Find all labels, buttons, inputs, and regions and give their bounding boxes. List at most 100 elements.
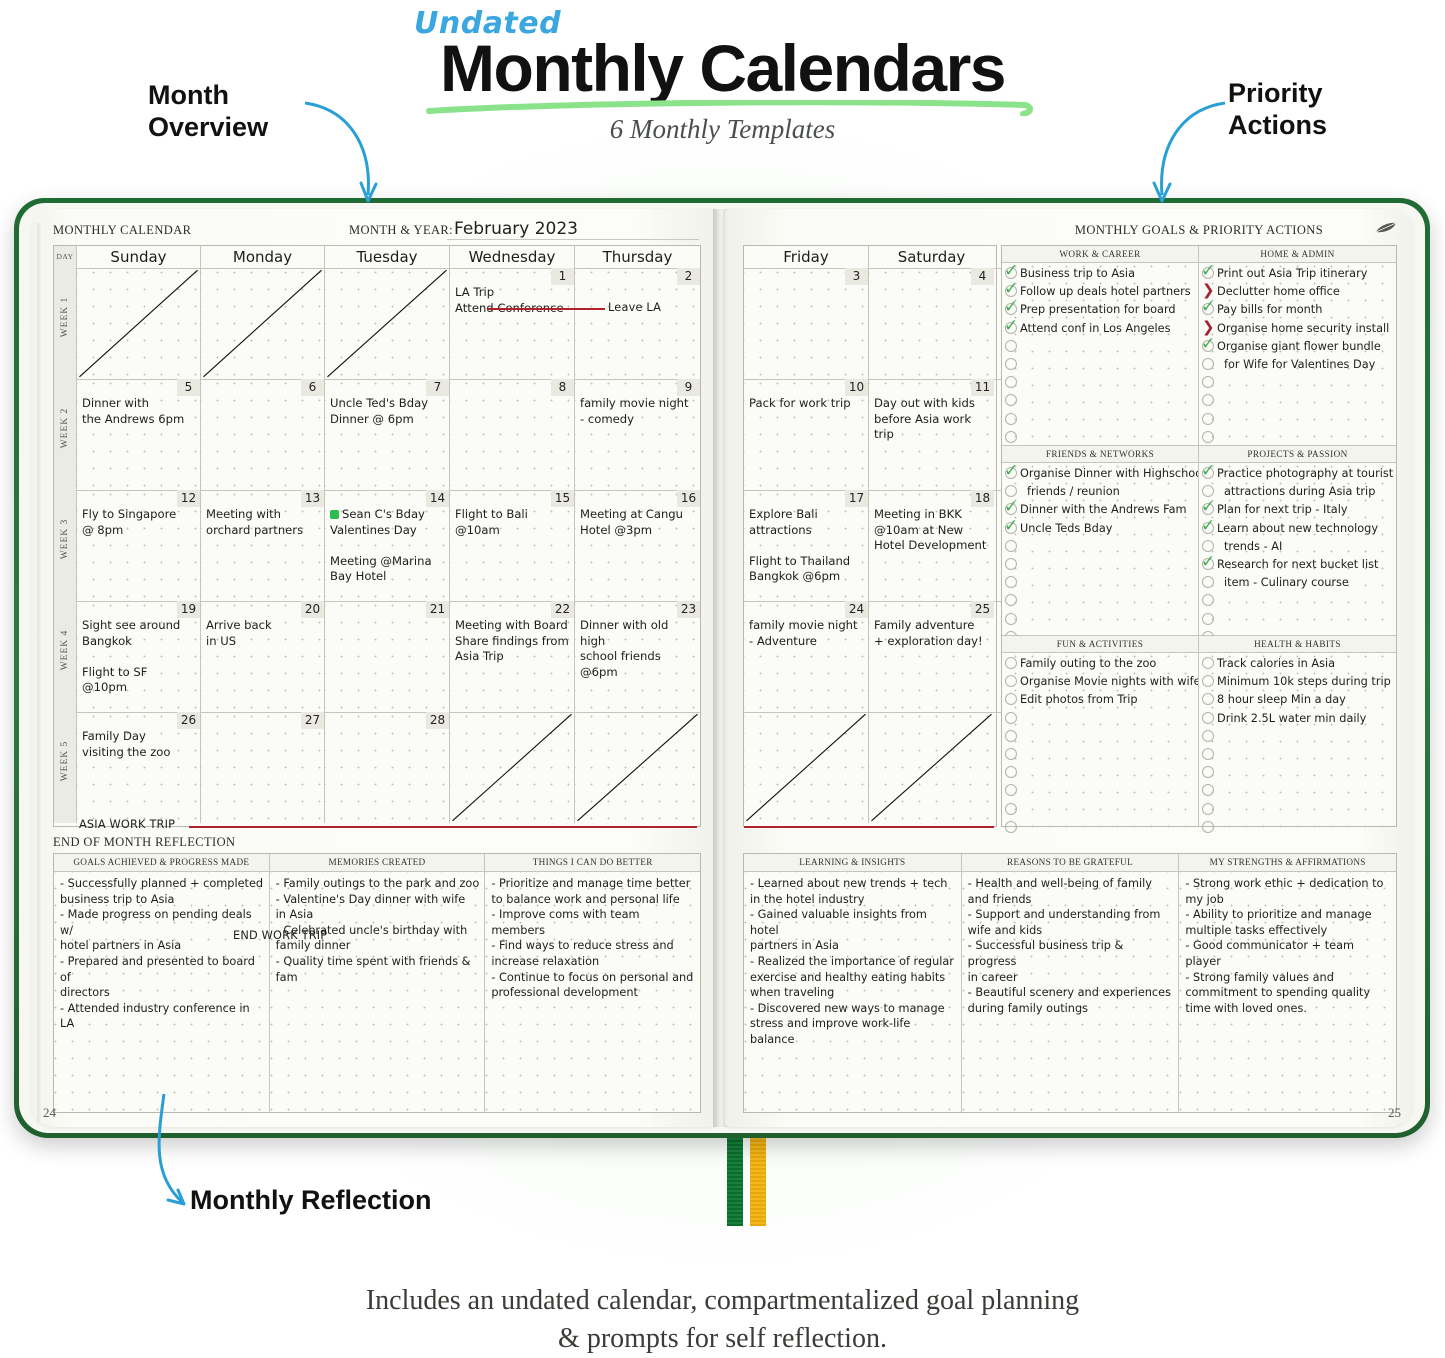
day-event-text[interactable]: family movie night - Adventure <box>749 618 858 648</box>
calendar-day-cell[interactable]: 16 Meeting at Cangu Hotel @3pm <box>575 490 700 601</box>
chevron-right-icon[interactable]: ❯ <box>1202 281 1215 300</box>
goal-checklist-item[interactable]: ✓ Plan for next trip - Italy <box>1199 497 1396 519</box>
day-event-text[interactable]: Dinner with the Andrews 6pm <box>82 396 185 426</box>
day-event-text[interactable]: Pack for work trip <box>749 396 851 410</box>
calendar-day-cell[interactable]: 10 Pack for work trip <box>744 379 869 490</box>
day-event-text[interactable]: LA Trip Attend Conference <box>455 285 564 315</box>
checkbox-empty-icon[interactable] <box>1202 675 1215 688</box>
goal-item-text[interactable]: Organise Movie nights with wife <box>1020 675 1198 689</box>
checkbox-empty-icon[interactable] <box>1202 376 1215 389</box>
calendar-day-cell[interactable]: 12 Fly to Singapore @ 8pm <box>77 490 201 601</box>
goal-checklist-item[interactable]: ✓ Organise giant flower bundle <box>1199 335 1396 356</box>
goal-checklist-item[interactable]: Edit photos from Trip <box>1002 691 1198 709</box>
calendar-day-cell[interactable]: 19 Sight see around Bangkok Flight to SF … <box>77 601 201 712</box>
goal-item-text[interactable]: Drink 2.5L water min daily <box>1217 711 1367 725</box>
checkbox-empty-icon[interactable] <box>1202 729 1215 743</box>
checkbox-empty-icon[interactable] <box>1202 485 1215 498</box>
checkbox-empty-icon[interactable] <box>1005 802 1018 816</box>
goal-checklist-item[interactable] <box>1002 538 1198 556</box>
checkbox-checked-icon[interactable]: ✓ <box>1201 461 1216 481</box>
checkbox-checked-icon[interactable]: ✓ <box>1004 261 1019 281</box>
checkbox-empty-icon[interactable] <box>1005 594 1018 607</box>
goal-checklist-item[interactable] <box>1002 574 1198 592</box>
goal-checklist-item[interactable]: attractions during Asia trip <box>1199 483 1396 501</box>
calendar-day-cell[interactable]: 3 <box>744 268 869 379</box>
goal-item-text[interactable]: Follow up deals hotel partners <box>1020 285 1191 299</box>
checkbox-checked-icon[interactable]: ✓ <box>1004 297 1019 318</box>
goal-item-text[interactable]: Edit photos from Trip <box>1020 693 1138 707</box>
calendar-day-cell[interactable] <box>325 268 450 379</box>
checkbox-checked-icon[interactable]: ✓ <box>1201 261 1216 281</box>
checkbox-empty-icon[interactable] <box>1005 430 1018 444</box>
goal-checklist-item[interactable]: friends / reunion <box>1002 483 1198 501</box>
calendar-day-cell[interactable]: 6 <box>201 379 325 490</box>
reflection-column[interactable]: MEMORIES CREATED - Family outings to the … <box>269 854 486 1112</box>
checkbox-checked-icon[interactable]: ✓ <box>1004 279 1019 300</box>
reflection-column[interactable]: REASONS TO BE GRATEFUL - Health and well-… <box>961 854 1180 1112</box>
checkbox-empty-icon[interactable] <box>1005 766 1018 779</box>
checkbox-empty-icon[interactable] <box>1202 430 1215 444</box>
calendar-day-cell[interactable]: 17 Explore Bali attractions Flight to Tha… <box>744 490 869 601</box>
calendar-day-cell[interactable]: 28 <box>325 712 450 823</box>
goal-checklist-item[interactable]: Drink 2.5L water min daily <box>1199 710 1396 728</box>
calendar-day-cell[interactable]: 22 Meeting with Board Share findings from… <box>450 601 575 712</box>
goal-checklist-item[interactable]: 8 hour sleep Min a day <box>1199 691 1396 709</box>
checkbox-empty-icon[interactable] <box>1202 576 1215 589</box>
goal-checklist-item[interactable] <box>1199 374 1396 392</box>
calendar-day-cell[interactable]: 25 Family adventure + exploration day! <box>869 601 994 712</box>
goal-checklist-item[interactable] <box>1199 764 1396 782</box>
goal-item-text[interactable]: Dinner with the Andrews Fam <box>1020 503 1187 517</box>
goal-checklist-item[interactable] <box>1002 611 1198 629</box>
goal-checklist-item[interactable]: ✓ Follow up deals hotel partners <box>1002 279 1198 301</box>
reflection-column-body[interactable]: - Strong work ethic + dedication to my j… <box>1185 877 1384 1015</box>
checkbox-empty-icon[interactable] <box>1005 729 1018 743</box>
goal-checklist-item[interactable] <box>1002 728 1198 746</box>
goal-item-text[interactable]: attractions during Asia trip <box>1224 485 1376 499</box>
checkbox-empty-icon[interactable] <box>1005 357 1018 371</box>
goal-checklist-item[interactable] <box>1199 819 1396 837</box>
calendar-day-cell[interactable]: 18 Meeting in BKK @10am at New Hotel Deve… <box>869 490 994 601</box>
goal-item-text[interactable]: Pay bills for month <box>1217 303 1323 317</box>
goal-checklist-item[interactable] <box>1002 556 1198 574</box>
checkbox-checked-icon[interactable]: ✓ <box>1201 497 1216 518</box>
checkbox-empty-icon[interactable] <box>1005 612 1018 626</box>
calendar-day-cell[interactable]: 1LA Trip Attend Conference <box>450 268 575 379</box>
goal-checklist-item[interactable] <box>1002 782 1198 800</box>
goal-checklist-item[interactable]: item - Culinary course <box>1199 574 1396 592</box>
checkbox-checked-icon[interactable]: ✓ <box>1201 515 1216 536</box>
checkbox-empty-icon[interactable] <box>1005 693 1018 706</box>
reflection-column[interactable]: MY STRENGTHS & AFFIRMATIONS - Strong work… <box>1179 854 1397 1112</box>
goal-item-text[interactable]: Business trip to Asia <box>1020 267 1135 280</box>
checkbox-empty-icon[interactable] <box>1005 675 1018 688</box>
reflection-column[interactable]: GOALS ACHIEVED & PROGRESS MADE - Successf… <box>54 854 270 1112</box>
calendar-day-cell[interactable]: 2 <box>575 268 700 379</box>
goal-item-text[interactable]: item - Culinary course <box>1224 576 1349 590</box>
goal-checklist-item[interactable]: ✓ Prep presentation for board <box>1002 297 1198 319</box>
goal-checklist-item[interactable] <box>1002 338 1198 356</box>
goal-checklist-item[interactable] <box>1002 801 1198 819</box>
checkbox-empty-icon[interactable] <box>1005 339 1018 353</box>
goal-checklist-item[interactable] <box>1002 356 1198 374</box>
day-event-text[interactable]: Day out with kids before Asia work trip <box>874 396 975 441</box>
day-event-text[interactable]: family movie night - comedy <box>580 396 689 426</box>
goal-checklist-item[interactable]: Family outing to the zoo <box>1002 655 1198 673</box>
checkbox-empty-icon[interactable] <box>1005 485 1018 498</box>
goal-checklist-item[interactable]: ❯ Organise home security install <box>1199 318 1396 338</box>
day-event-text[interactable]: Family adventure + exploration day! <box>874 618 983 648</box>
checkbox-empty-icon[interactable] <box>1005 539 1018 553</box>
goal-checklist-item[interactable]: Minimum 10k steps during trip <box>1199 673 1396 691</box>
day-event-text[interactable]: Flight to Bali @10am <box>455 507 528 537</box>
checkbox-empty-icon[interactable] <box>1202 612 1215 626</box>
checkbox-checked-icon[interactable]: ✓ <box>1201 297 1216 318</box>
goal-checklist-item[interactable]: Organise Movie nights with wife <box>1002 673 1198 691</box>
goal-checklist-item[interactable] <box>1002 592 1198 610</box>
goal-checklist-item[interactable]: ✓ Business trip to Asia <box>1002 261 1198 283</box>
checkbox-empty-icon[interactable] <box>1005 576 1018 589</box>
checkbox-empty-icon[interactable] <box>1005 747 1018 761</box>
checkbox-empty-icon[interactable] <box>1202 657 1215 670</box>
checkbox-empty-icon[interactable] <box>1005 376 1018 389</box>
day-event-text[interactable]: Sean C's Bday Valentines Day Meeting @Ma… <box>330 507 432 583</box>
goal-checklist-item[interactable] <box>1199 728 1396 746</box>
checkbox-empty-icon[interactable] <box>1202 747 1215 761</box>
day-event-text[interactable]: Meeting at Cangu Hotel @3pm <box>580 507 684 537</box>
